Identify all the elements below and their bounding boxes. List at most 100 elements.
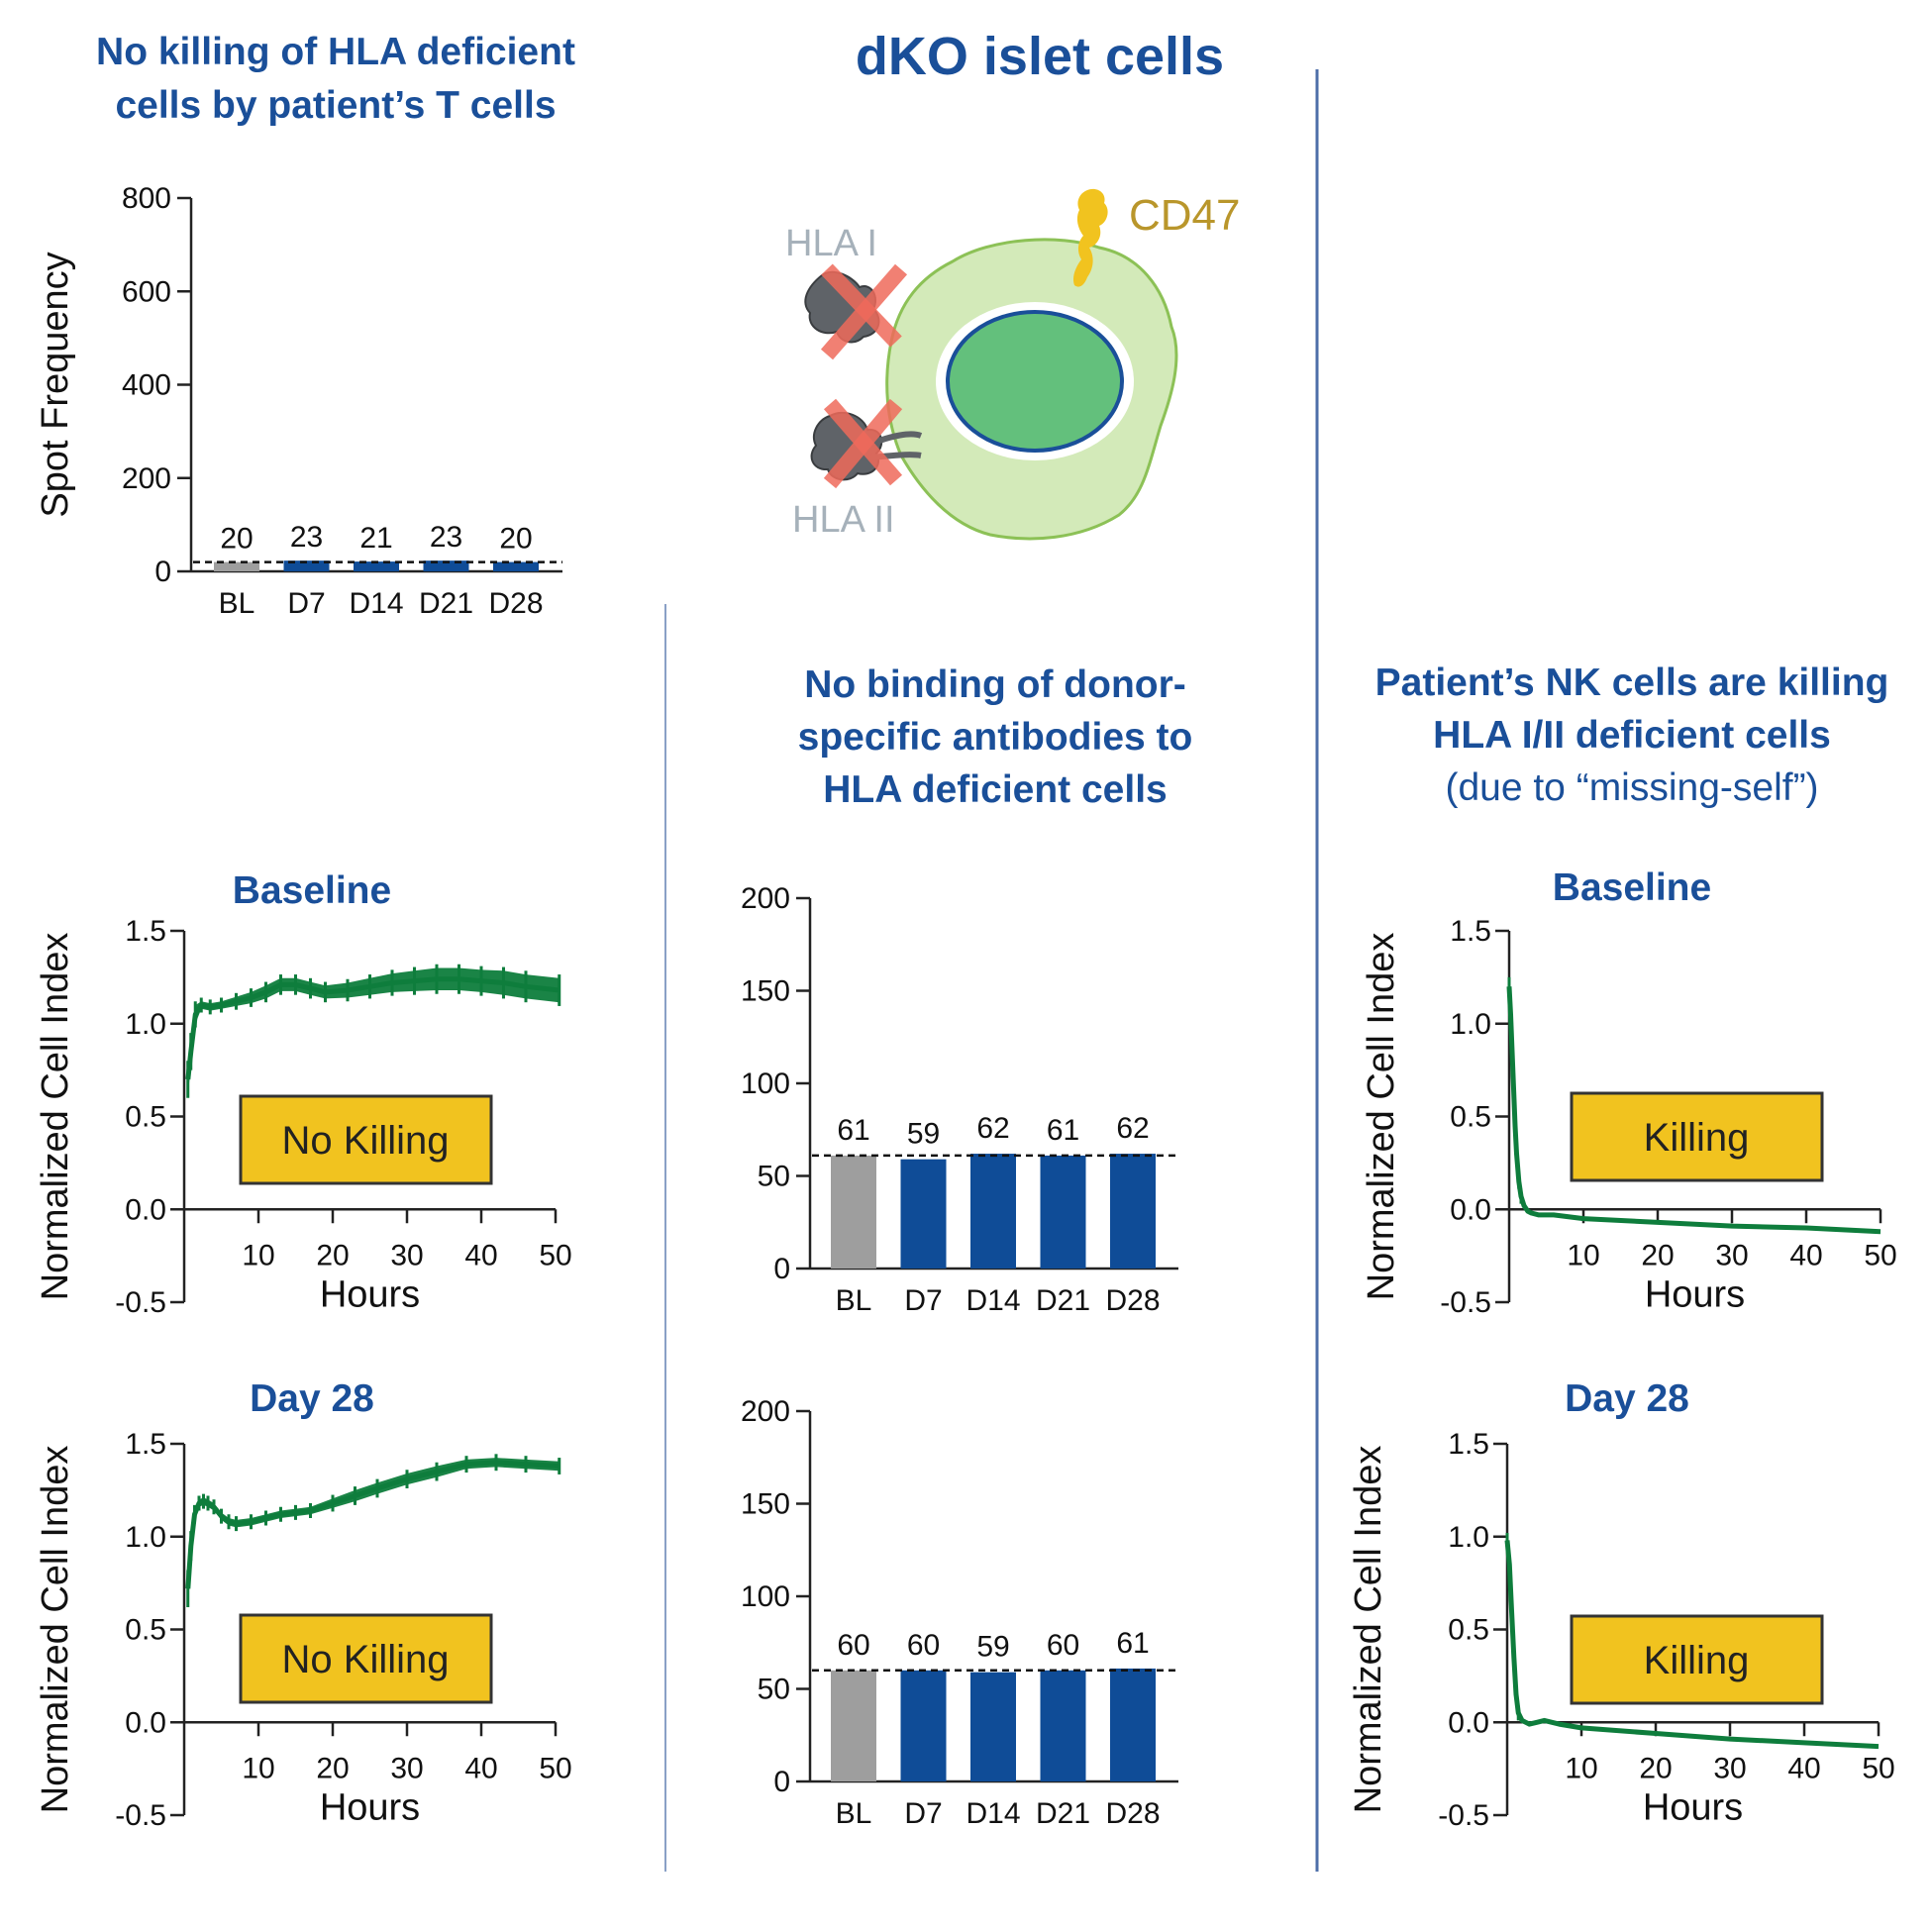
- hla1-label: HLA I: [785, 223, 877, 264]
- x-tick-label: D14: [349, 587, 403, 620]
- y-tick-label: 800: [122, 182, 171, 215]
- chart-title: Baseline: [233, 869, 391, 912]
- x-tick-label: 50: [1864, 1239, 1896, 1271]
- bar-d14: [354, 561, 399, 571]
- y-tick-label: -0.5: [1438, 1799, 1489, 1832]
- bar-d14: [970, 1154, 1016, 1269]
- x-tick-label: 20: [316, 1239, 349, 1271]
- bar-value-label: 61: [837, 1114, 869, 1147]
- dsa-heading: No binding of donor- specific antibodies…: [698, 659, 1292, 816]
- x-axis-label: Hours: [1645, 1273, 1745, 1315]
- x-tick-label: 10: [1565, 1752, 1597, 1784]
- nk-day28-trace-chart: Day 28 -0.5 0.0 0.5 1.0 1.5 10 20 30 40 50 Hours Nor…: [1348, 1377, 1895, 1832]
- annotation-label: No Killing: [282, 1119, 450, 1163]
- bar-d21: [1040, 1670, 1086, 1781]
- annotation-label: Killing: [1644, 1116, 1750, 1160]
- x-tick-label: 10: [242, 1239, 274, 1271]
- x-tick-label: BL: [836, 1284, 872, 1317]
- tcell-spot-chart: 0 200 400 600 800 Spot Frequency 20 BL 23 D7 21 D14…: [35, 182, 562, 620]
- bar-value-label: 60: [1047, 1629, 1079, 1662]
- tcell-heading-line: No killing of HLA deficient: [96, 31, 575, 73]
- x-tick-label: 50: [539, 1752, 571, 1784]
- y-tick-label: 0: [773, 1766, 790, 1798]
- hla2-cross-icon: [823, 398, 903, 489]
- bar-value-label: 60: [907, 1629, 940, 1662]
- chart-title: Baseline: [1553, 866, 1711, 909]
- y-axis-label: Spot Frequency: [35, 252, 76, 517]
- x-tick-label: D28: [1105, 1284, 1160, 1317]
- nk-heading-line: HLA I/II deficient cells: [1433, 714, 1831, 757]
- y-tick-label: 0.5: [1450, 1101, 1491, 1134]
- y-tick-label: 400: [122, 369, 171, 402]
- nk-heading-line: Patient’s NK cells are killing: [1374, 661, 1889, 704]
- y-tick-label: 1.5: [1450, 915, 1491, 948]
- bar-value-label: 62: [976, 1112, 1009, 1145]
- hla2-tail-icon: [869, 431, 923, 447]
- x-tick-label: 10: [242, 1752, 274, 1784]
- y-axis-label: Normalized Cell Index: [1361, 933, 1402, 1301]
- dsa-heading-line: HLA deficient cells: [823, 768, 1168, 811]
- bar-value-label: 59: [907, 1118, 940, 1151]
- cd47-label: CD47: [1129, 191, 1241, 240]
- y-tick-label: 1.0: [125, 1008, 166, 1041]
- hla1-cross-icon: [820, 263, 908, 360]
- cd47-molecule-icon: [1072, 188, 1108, 287]
- error-band: [187, 967, 559, 1094]
- x-tick-label: 20: [316, 1752, 349, 1784]
- bar-d7: [283, 560, 330, 571]
- x-tick-label: 40: [464, 1752, 497, 1784]
- error-band: [187, 1458, 559, 1604]
- bar-bl: [214, 561, 259, 571]
- y-tick-label: 1.0: [1450, 1008, 1491, 1041]
- tcell-baseline-trace-chart: Baseline -0.5 0.0 0.5 1.0 1.5 10 20 30 40 50 Hours N…: [35, 869, 572, 1319]
- trace-line: [1504, 1540, 1880, 1750]
- x-tick-label: D28: [488, 587, 543, 620]
- y-tick-label: 200: [741, 1395, 790, 1428]
- annotation-box: [239, 1613, 493, 1704]
- bar-value-label: 59: [976, 1631, 1009, 1664]
- y-tick-label: -0.5: [115, 1286, 166, 1319]
- y-tick-label: 600: [122, 275, 171, 308]
- bar-d21: [1040, 1155, 1086, 1269]
- y-tick-label: 0: [773, 1253, 790, 1285]
- x-tick-label: D21: [419, 587, 473, 620]
- x-tick-label: 30: [1715, 1239, 1748, 1271]
- x-tick-label: D14: [966, 1797, 1020, 1830]
- y-axis-label: Normalized Cell Index: [1348, 1446, 1389, 1814]
- x-tick-label: D7: [904, 1797, 942, 1830]
- dsa-baseline-chart: 0 50 100 150 200 61 BL 59 D7 62 D14 61 D21 62 D28: [741, 882, 1178, 1317]
- hla2-label: HLA II: [792, 499, 895, 541]
- nk-heading-note: (due to “missing-self”): [1445, 766, 1819, 809]
- y-axis-label: Normalized Cell Index: [35, 933, 76, 1301]
- bar-d28: [1110, 1154, 1156, 1269]
- dsa-day28-chart: 0 50 100 150 200 60 BL 60 D7 59 D14 60 D21 61 D28: [741, 1395, 1178, 1830]
- tcell-heading-line: cells by patient’s T cells: [115, 84, 557, 127]
- y-tick-label: 1.0: [1448, 1521, 1489, 1554]
- nk-baseline-trace-chart: Baseline -0.5 0.0 0.5 1.0 1.5 10 20 30 40 50 Hours N…: [1361, 866, 1897, 1319]
- bar-value-label: 20: [499, 523, 532, 556]
- bar-value-label: 62: [1116, 1112, 1149, 1145]
- annotation-box: [1570, 1614, 1824, 1705]
- y-tick-label: -0.5: [1440, 1286, 1491, 1319]
- x-tick-label: 20: [1639, 1752, 1672, 1784]
- bar-bl: [831, 1670, 876, 1781]
- cell-diagram: HLA I HLA II CD47: [785, 188, 1241, 541]
- tcell-heading: No killing of HLA deficient cells by pat…: [20, 26, 652, 133]
- x-tick-label: 40: [464, 1239, 497, 1271]
- y-tick-label: 0: [154, 556, 171, 588]
- x-axis-label: Hours: [320, 1786, 420, 1828]
- y-tick-label: 1.5: [1448, 1428, 1489, 1461]
- y-tick-label: 150: [741, 1488, 790, 1521]
- y-tick-label: 50: [758, 1674, 790, 1706]
- y-tick-label: 0.5: [125, 1101, 166, 1134]
- bar-value-label: 60: [837, 1629, 869, 1662]
- bar-value-label: 61: [1047, 1114, 1079, 1147]
- x-tick-label: D7: [287, 587, 325, 620]
- x-axis-label: Hours: [1643, 1786, 1743, 1828]
- bar-bl: [831, 1155, 876, 1269]
- y-tick-label: 50: [758, 1161, 790, 1193]
- x-tick-label: 30: [390, 1239, 423, 1271]
- y-tick-label: 0.0: [125, 1706, 166, 1739]
- annotation-box: [1570, 1091, 1824, 1182]
